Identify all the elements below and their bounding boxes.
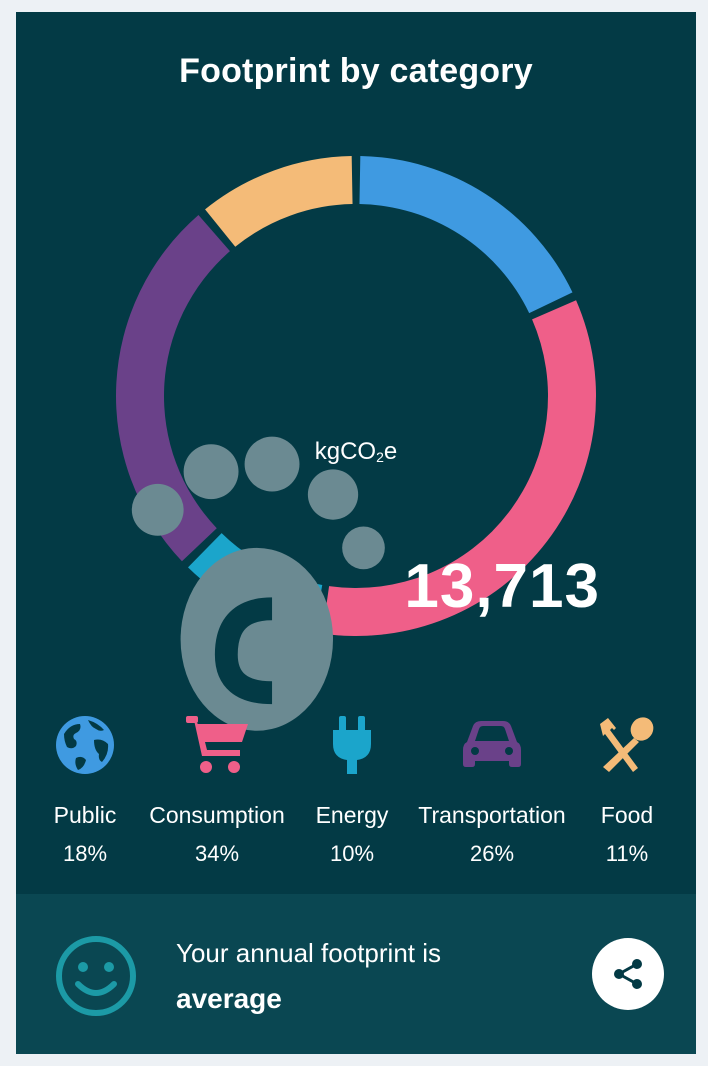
- car-icon: [463, 721, 521, 767]
- footprint-card: Footprint by category 13,713 kgCO2e: [16, 12, 696, 1054]
- category-legend: Public 18% Consumption 34%: [16, 712, 696, 872]
- donut-chart: 13,713 kgCO2e: [112, 152, 600, 731]
- summary-rating: average: [176, 983, 282, 1014]
- category-name: Public: [53, 802, 117, 828]
- unit-main: kgCO: [314, 438, 377, 465]
- summary-prefix: Your annual footprint is: [176, 938, 442, 968]
- card-title: Footprint by category: [179, 52, 533, 90]
- summary-text: Your annual footprint is average: [176, 930, 441, 1022]
- share-button[interactable]: [592, 938, 664, 1010]
- category-name: Food: [600, 802, 654, 828]
- plug-icon: [333, 716, 371, 774]
- share-icon: [614, 959, 642, 989]
- category-food[interactable]: Food 11%: [547, 712, 696, 867]
- category-public[interactable]: Public 18%: [16, 712, 165, 867]
- unit-tail: e: [383, 438, 398, 465]
- footprint-icon: [131, 436, 385, 731]
- category-percent: 11%: [605, 841, 649, 866]
- smiley-icon: [56, 936, 136, 1016]
- donut-slice-food: [205, 156, 353, 247]
- category-name: Consumption: [149, 802, 285, 828]
- category-percent: 34%: [194, 841, 240, 866]
- donut-slice-public: [359, 156, 573, 314]
- category-transportation[interactable]: Transportation 26%: [412, 712, 572, 867]
- summary-bar: Your annual footprint is average: [16, 894, 696, 1054]
- category-name: Transportation: [418, 802, 566, 828]
- category-consumption[interactable]: Consumption 34%: [137, 712, 297, 867]
- donut-slice-transportation: [116, 214, 230, 562]
- cart-icon: [186, 716, 248, 773]
- category-percent: 26%: [469, 841, 515, 866]
- category-percent: 18%: [62, 841, 108, 866]
- donut-slice-consumption: [322, 300, 596, 636]
- fork-spoon-icon: [600, 717, 654, 772]
- category-energy[interactable]: Energy 10%: [272, 712, 432, 867]
- total-unit: kgCO2e: [112, 438, 600, 466]
- unit-subscript: 2: [376, 449, 384, 465]
- globe-icon: [56, 716, 114, 774]
- category-percent: 10%: [329, 841, 375, 866]
- total-display: 13,713: [112, 342, 600, 830]
- category-name: Energy: [315, 802, 389, 828]
- total-value: 13,713: [404, 551, 600, 621]
